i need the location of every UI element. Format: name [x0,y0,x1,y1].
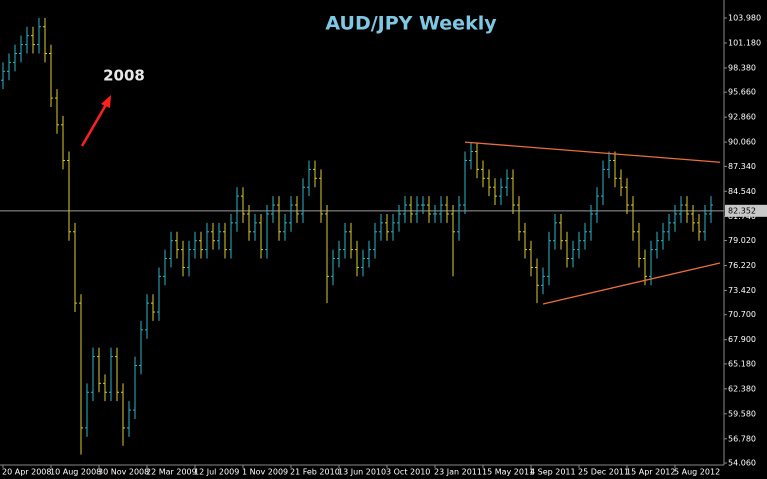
y-tick-label: 95.660 [728,88,756,97]
y-tick-label: 73.420 [728,286,756,295]
x-tick-label: 13 Jun 2010 [338,468,386,477]
y-tick-label: 76.220 [728,261,756,270]
y-tick-label: 84.540 [728,187,756,196]
x-tick-label: 12 Jul 2009 [194,468,239,477]
x-tick-label: 22 Mar 2009 [146,468,197,477]
trend-line [464,141,721,163]
y-tick-label: 98.380 [728,63,756,72]
y-tick-label: 56.780 [728,434,756,443]
y-tick-label: 67.900 [728,335,756,344]
y-tick-label: 62.380 [728,384,756,393]
y-tick-label: 87.340 [728,162,756,171]
x-tick-label: 3 Oct 2010 [386,468,430,477]
y-tick-label: 54.060 [728,459,756,468]
chart-title: AUD/JPY Weekly [325,13,497,35]
annotation: 2008 [103,67,145,85]
last-price-label: 82.352 [728,206,756,215]
y-tick-label: 92.860 [728,113,756,122]
x-tick-label: 23 Jan 2011 [434,468,482,477]
trend-line [542,262,721,305]
last-price-box [725,204,767,217]
x-tick-label: 15 May 2011 [482,468,534,477]
y-tick-label: 101.180 [728,38,761,47]
y-tick-label: 59.580 [728,409,756,418]
arrow-shaft [80,102,109,147]
y-tick-label: 70.700 [728,310,756,319]
y-tick-label: 79.020 [728,236,756,245]
y-tick-label: 65.180 [728,359,756,368]
x-tick-label: 30 Nov 2008 [98,468,149,477]
x-tick-label: 1 Nov 2009 [242,468,288,477]
x-tick-label: 25 Dec 2011 [578,468,629,477]
x-tick-label: 15 Apr 2012 [626,468,675,477]
x-tick-label: 4 Sep 2011 [530,468,576,477]
y-tick-label: 103.980 [728,14,761,23]
arrow-head [101,95,111,108]
x-tick-label: 10 Aug 2008 [50,468,101,477]
x-tick-label: 20 Apr 2008 [2,468,51,477]
x-tick-label: 5 Aug 2012 [674,468,720,477]
y-tick-label: 90.060 [728,138,756,147]
x-tick-label: 21 Feb 2010 [290,468,340,477]
